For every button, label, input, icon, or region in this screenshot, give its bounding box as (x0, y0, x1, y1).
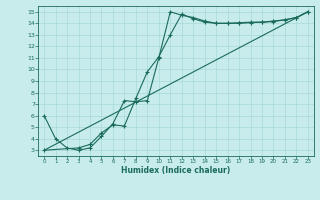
X-axis label: Humidex (Indice chaleur): Humidex (Indice chaleur) (121, 166, 231, 175)
